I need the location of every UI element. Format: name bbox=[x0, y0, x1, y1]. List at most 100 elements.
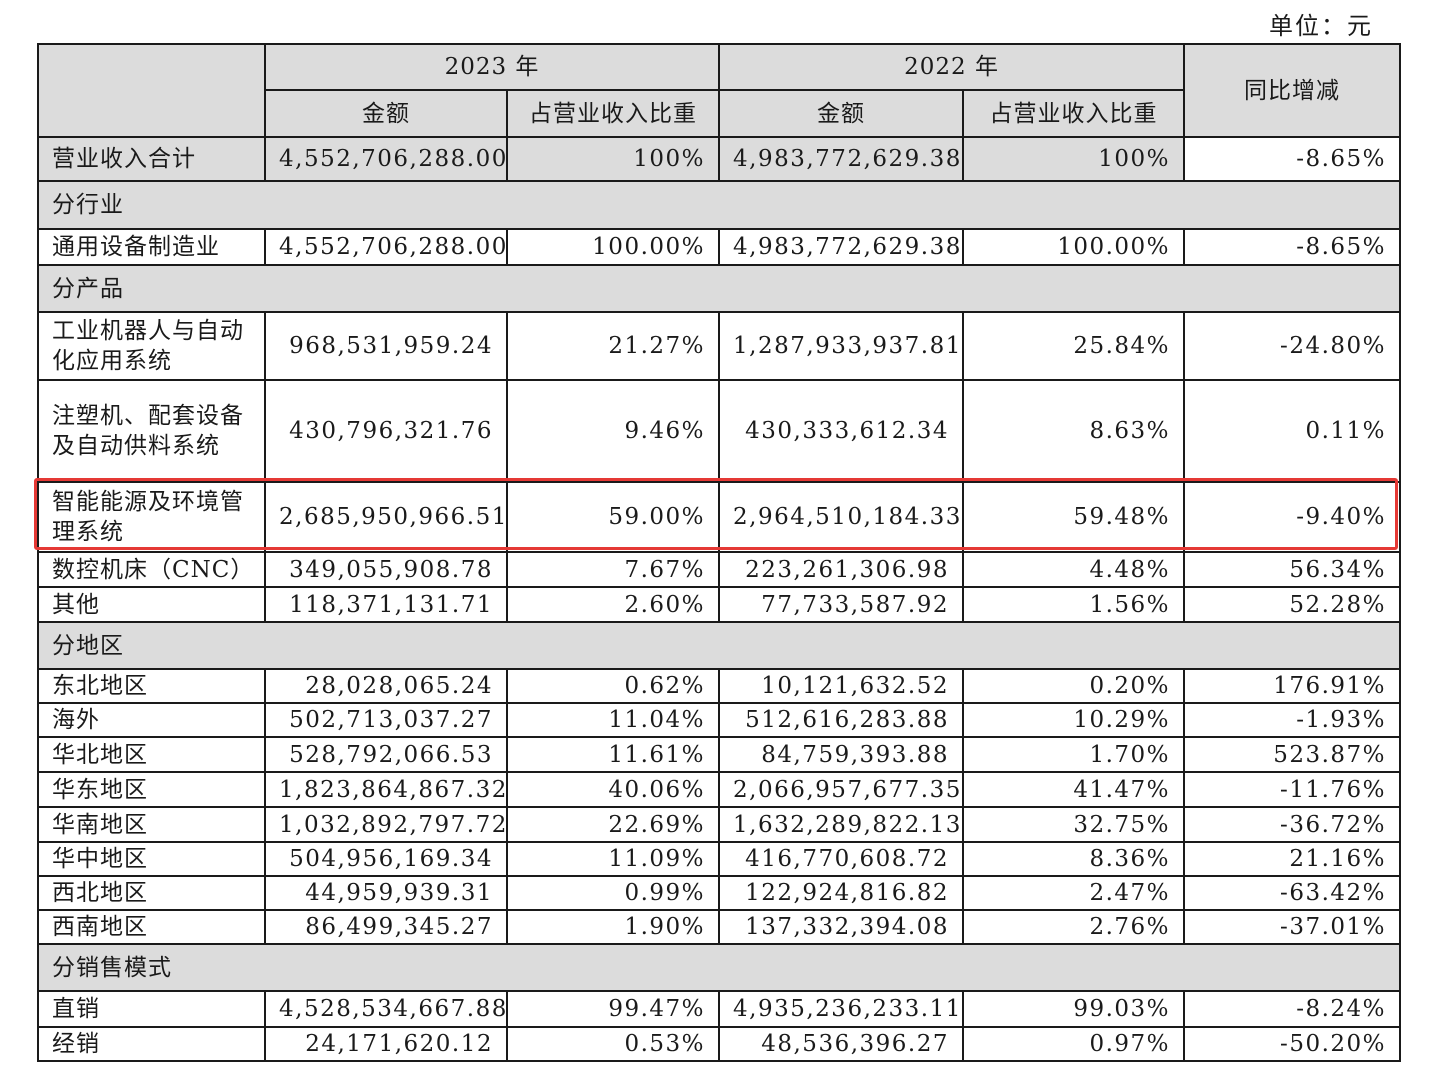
share-2022: 100.00% bbox=[962, 228, 1186, 266]
yoy-change: -24.80% bbox=[1183, 311, 1402, 381]
amount-2023: 24,171,620.12 bbox=[264, 1026, 508, 1062]
table-row: 数控机床（CNC） 349,055,908.78 7.67% 223,261,3… bbox=[37, 551, 1402, 588]
header-yoy: 同比增减 bbox=[1183, 43, 1402, 138]
header-row-years: 2023 年 2022 年 同比增减 bbox=[37, 43, 1402, 138]
amount-2022: 223,261,306.98 bbox=[718, 551, 965, 588]
row-label: 西北地区 bbox=[37, 875, 266, 911]
yoy-change: 176.91% bbox=[1183, 668, 1402, 704]
table-row: 通用设备制造业 4,552,706,288.00 100.00% 4,983,7… bbox=[37, 228, 1402, 266]
amount-2023: 86,499,345.27 bbox=[264, 909, 508, 945]
share-2023: 100.00% bbox=[505, 228, 721, 266]
row-label: 华北地区 bbox=[37, 736, 266, 773]
table-row: 营业收入合计 4,552,706,288.00 100% 4,983,772,6… bbox=[37, 136, 1402, 182]
table-row-highlighted: 智能能源及环境管理系统 2,685,950,966.51 59.00% 2,96… bbox=[37, 481, 1402, 553]
share-2022: 2.76% bbox=[962, 909, 1186, 945]
amount-2023: 1,823,864,867.32 bbox=[264, 771, 508, 808]
amount-2023: 4,552,706,288.00 bbox=[264, 136, 508, 182]
share-2023: 1.90% bbox=[505, 909, 721, 945]
amount-2022: 48,536,396.27 bbox=[718, 1026, 965, 1062]
share-2022: 99.03% bbox=[962, 990, 1186, 1028]
row-label: 营业收入合计 bbox=[37, 136, 266, 182]
share-2022: 0.97% bbox=[962, 1026, 1186, 1062]
section-row: 分地区 bbox=[36, 621, 1402, 670]
amount-2023: 349,055,908.78 bbox=[264, 551, 508, 588]
amount-2022: 4,983,772,629.38 bbox=[718, 228, 965, 266]
share-2022: 4.48% bbox=[962, 551, 1186, 588]
amount-2022: 430,333,612.34 bbox=[718, 379, 965, 483]
share-2022: 41.47% bbox=[962, 771, 1186, 808]
amount-2023: 44,959,939.31 bbox=[264, 875, 508, 911]
header-row-columns: 金额 占营业收入比重 金额 占营业收入比重 bbox=[38, 89, 1400, 138]
row-label: 数控机床（CNC） bbox=[37, 551, 266, 588]
amount-2022: 137,332,394.08 bbox=[718, 909, 965, 945]
share-2022: 8.63% bbox=[962, 379, 1186, 483]
table-row: 华南地区 1,032,892,797.72 22.69% 1,632,289,8… bbox=[37, 806, 1402, 843]
amount-2023: 502,713,037.27 bbox=[264, 702, 508, 738]
table-row: 西北地区 44,959,939.31 0.99% 122,924,816.82 … bbox=[37, 875, 1402, 911]
share-2023: 0.53% bbox=[505, 1026, 721, 1062]
row-label: 华中地区 bbox=[37, 841, 266, 877]
table-row: 其他 118,371,131.71 2.60% 77,733,587.92 1.… bbox=[37, 586, 1402, 623]
yoy-change: -8.24% bbox=[1183, 990, 1402, 1028]
share-2022: 1.56% bbox=[962, 586, 1186, 623]
section-product: 分产品 bbox=[36, 264, 1402, 313]
share-2022: 10.29% bbox=[962, 702, 1186, 738]
row-label: 经销 bbox=[37, 1026, 266, 1062]
share-2022: 1.70% bbox=[962, 736, 1186, 773]
section-row: 分产品 bbox=[36, 264, 1402, 313]
yoy-change: -11.76% bbox=[1183, 771, 1402, 808]
yoy-change: 0.11% bbox=[1183, 379, 1402, 483]
section-region: 分地区 bbox=[36, 621, 1402, 670]
yoy-change: -36.72% bbox=[1183, 806, 1402, 843]
amount-2022: 4,935,236,233.11 bbox=[718, 990, 965, 1028]
amount-2022: 512,616,283.88 bbox=[718, 702, 965, 738]
yoy-change: 56.34% bbox=[1183, 551, 1402, 588]
table-row: 注塑机、配套设备及自动供料系统 430,796,321.76 9.46% 430… bbox=[37, 379, 1402, 483]
table-row: 工业机器人与自动化应用系统 968,531,959.24 21.27% 1,28… bbox=[37, 311, 1402, 381]
amount-2022: 77,733,587.92 bbox=[718, 586, 965, 623]
share-2023: 0.62% bbox=[505, 668, 721, 704]
yoy-change: -63.42% bbox=[1183, 875, 1402, 911]
section-sales-mode: 分销售模式 bbox=[36, 943, 1402, 992]
share-2023: 21.27% bbox=[505, 311, 721, 381]
amount-2022: 416,770,608.72 bbox=[718, 841, 965, 877]
share-2022: 2.47% bbox=[962, 875, 1186, 911]
share-2022: 8.36% bbox=[962, 841, 1186, 877]
share-2023: 2.60% bbox=[505, 586, 721, 623]
header-corner-cell bbox=[37, 43, 266, 138]
share-2023: 40.06% bbox=[505, 771, 721, 808]
amount-2022: 2,066,957,677.35 bbox=[718, 771, 965, 808]
yoy-change: -37.01% bbox=[1183, 909, 1402, 945]
amount-2023: 1,032,892,797.72 bbox=[264, 806, 508, 843]
amount-2022: 84,759,393.88 bbox=[718, 736, 965, 773]
row-label: 通用设备制造业 bbox=[37, 228, 266, 266]
yoy-change: -1.93% bbox=[1183, 702, 1402, 738]
header-amount-2023: 金额 bbox=[264, 89, 508, 138]
amount-2023: 118,371,131.71 bbox=[264, 586, 508, 623]
amount-2022: 2,964,510,184.33 bbox=[718, 481, 965, 553]
share-2023: 99.47% bbox=[505, 990, 721, 1028]
amount-2022: 122,924,816.82 bbox=[718, 875, 965, 911]
row-label: 海外 bbox=[37, 702, 266, 738]
table-row: 华中地区 504,956,169.34 11.09% 416,770,608.7… bbox=[37, 841, 1402, 877]
section-industry: 分行业 bbox=[36, 180, 1402, 230]
section-row: 分销售模式 bbox=[36, 943, 1402, 992]
amount-2023: 4,528,534,667.88 bbox=[264, 990, 508, 1028]
share-2023: 59.00% bbox=[505, 481, 721, 553]
row-label: 工业机器人与自动化应用系统 bbox=[37, 311, 266, 381]
amount-2023: 2,685,950,966.51 bbox=[264, 481, 508, 553]
share-2023: 11.09% bbox=[505, 841, 721, 877]
yoy-change: 523.87% bbox=[1183, 736, 1402, 773]
table-row: 直销 4,528,534,667.88 99.47% 4,935,236,233… bbox=[37, 990, 1402, 1028]
table-row: 华东地区 1,823,864,867.32 40.06% 2,066,957,6… bbox=[37, 771, 1402, 808]
amount-2023: 4,552,706,288.00 bbox=[264, 228, 508, 266]
amount-2022: 10,121,632.52 bbox=[718, 668, 965, 704]
amount-2023: 430,796,321.76 bbox=[264, 379, 508, 483]
row-label: 直销 bbox=[37, 990, 266, 1028]
share-2023: 9.46% bbox=[505, 379, 721, 483]
table-row: 华北地区 528,792,066.53 11.61% 84,759,393.88… bbox=[37, 736, 1402, 773]
table-row: 东北地区 28,028,065.24 0.62% 10,121,632.52 0… bbox=[37, 668, 1402, 704]
yoy-change: 21.16% bbox=[1183, 841, 1402, 877]
share-2022: 100% bbox=[962, 136, 1186, 182]
amount-2023: 28,028,065.24 bbox=[264, 668, 508, 704]
